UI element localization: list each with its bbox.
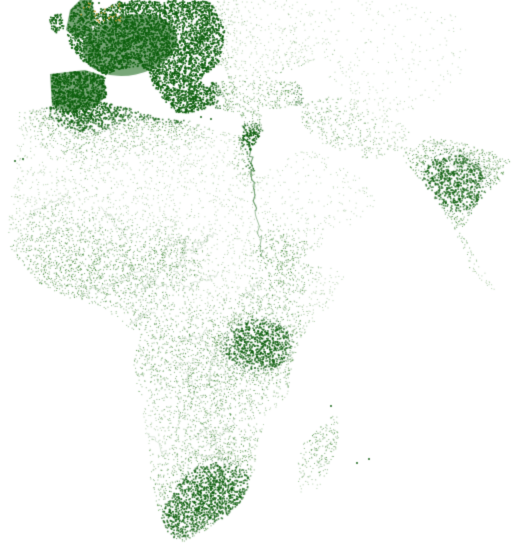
point-density-map[interactable]	[0, 0, 521, 548]
